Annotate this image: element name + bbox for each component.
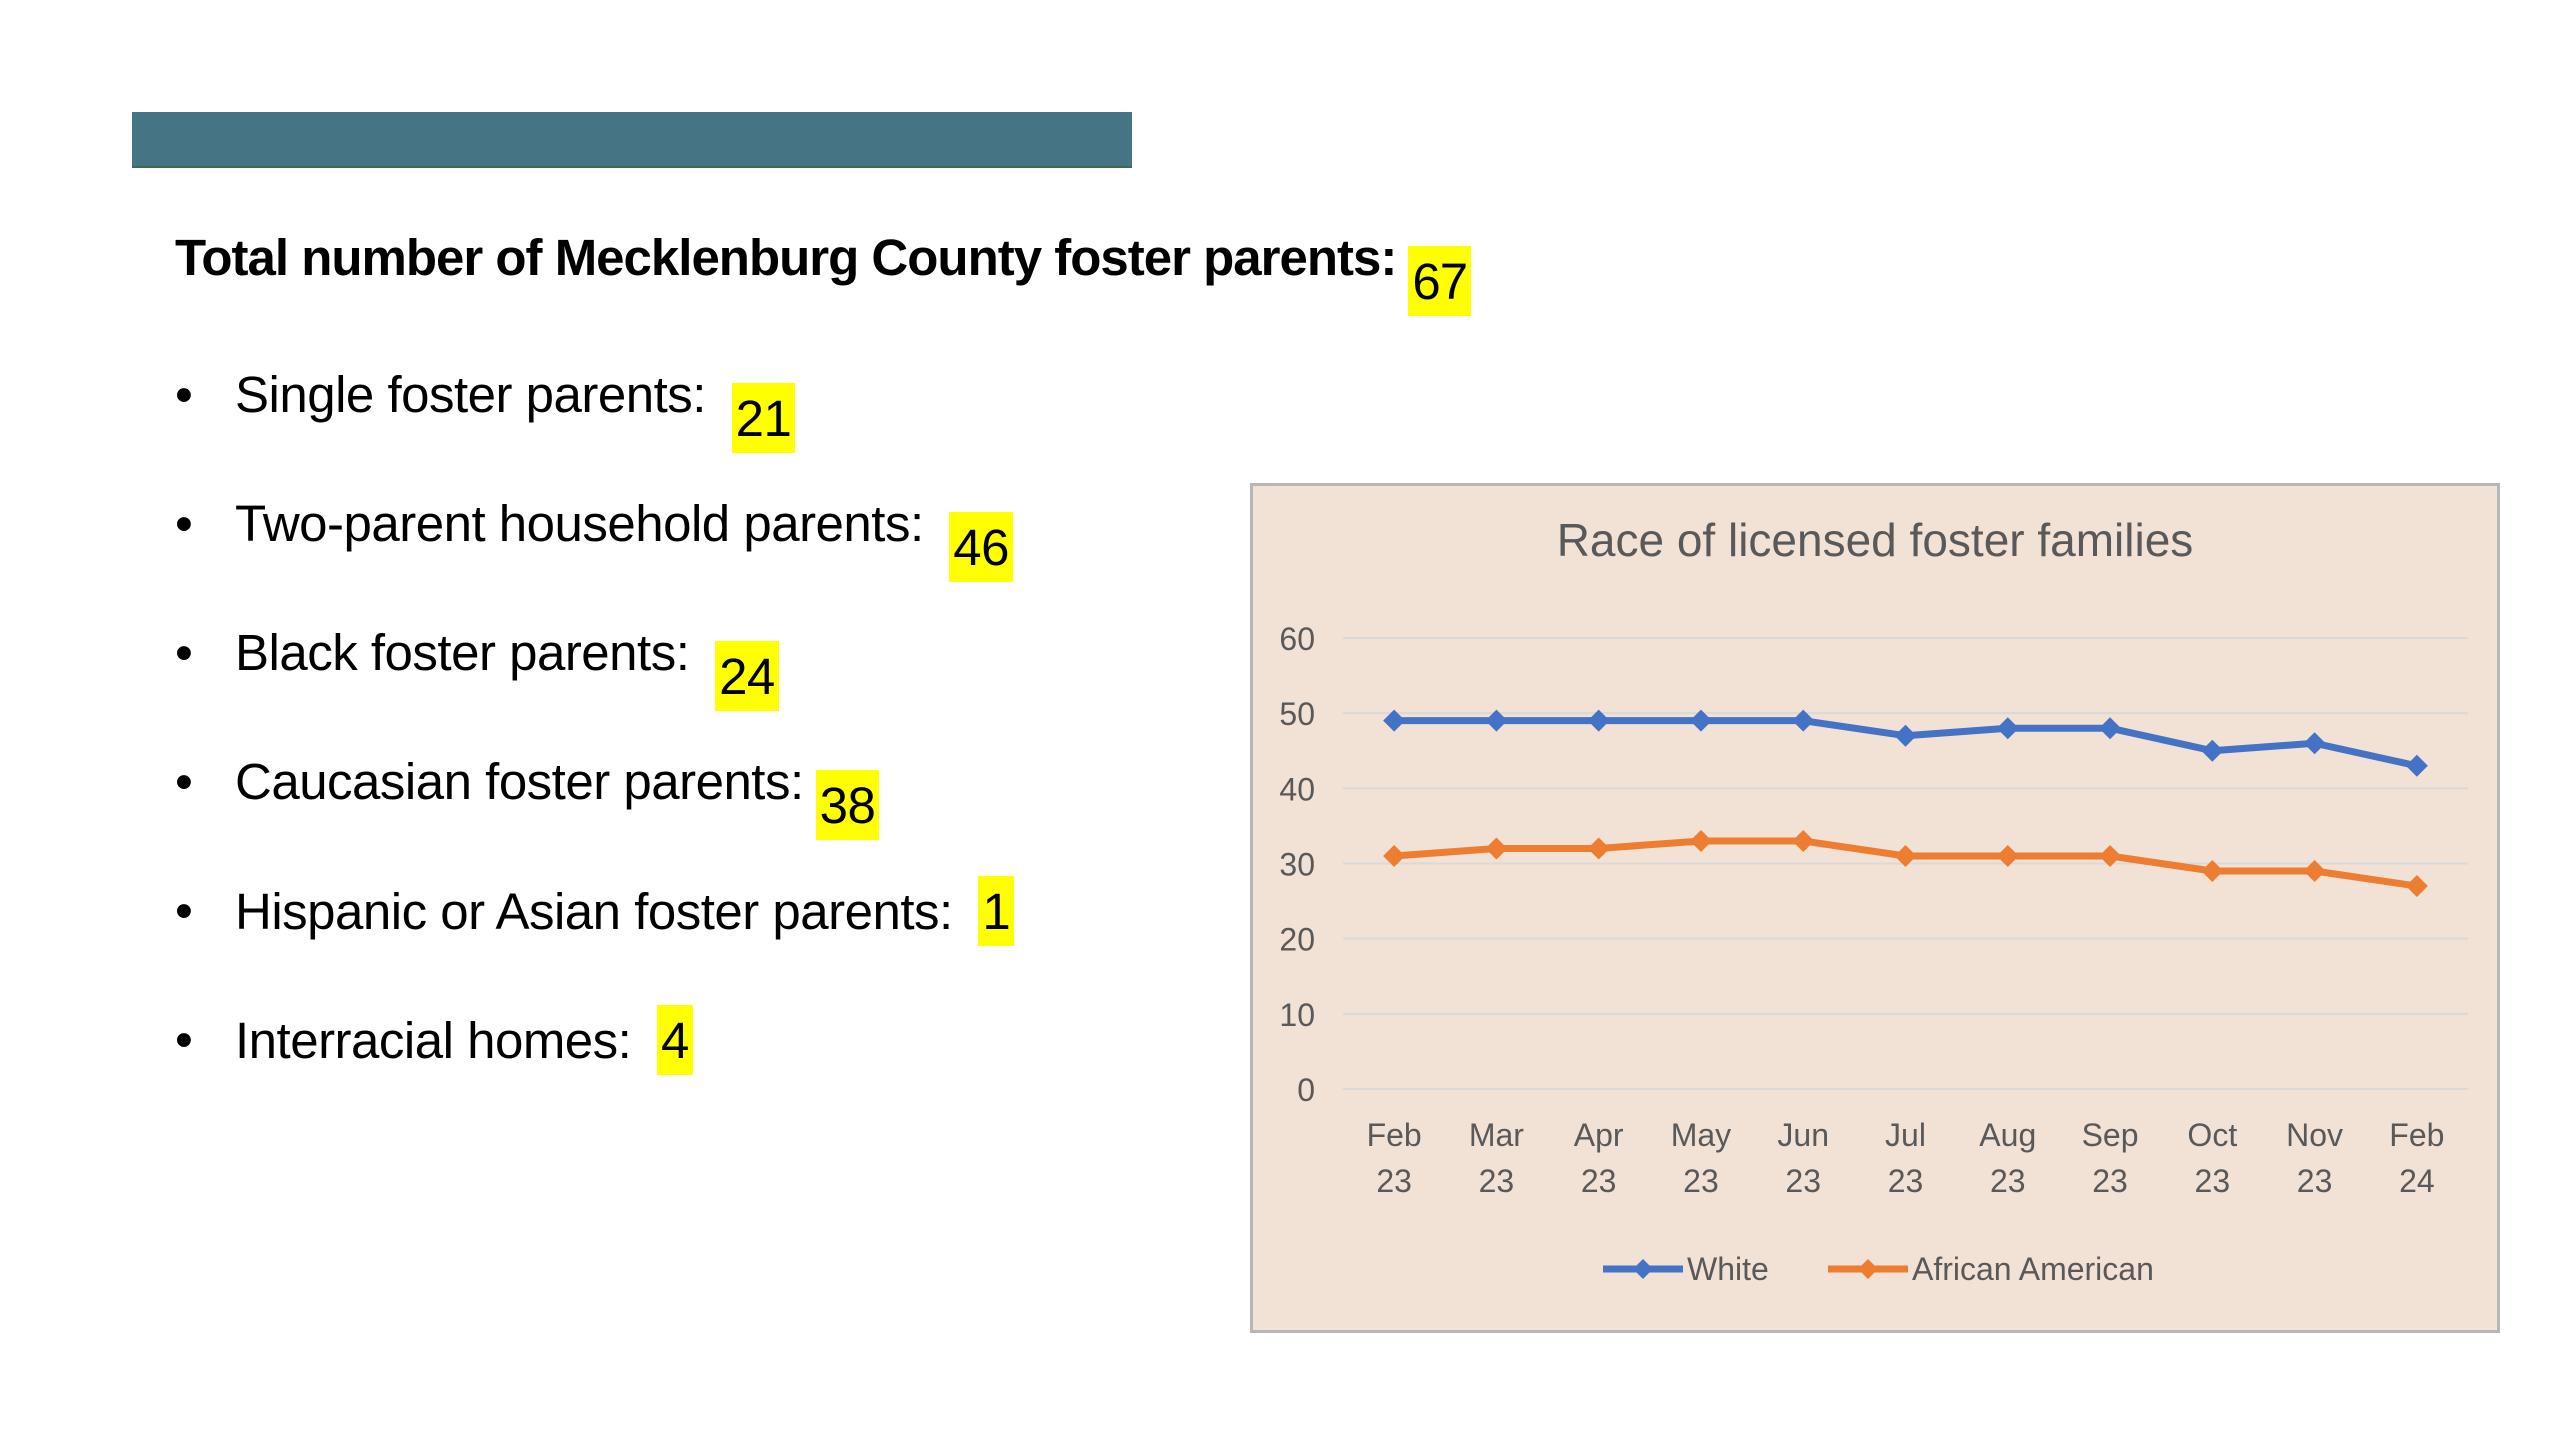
data-point — [2303, 860, 2326, 883]
stat-label: Black foster parents: — [235, 624, 690, 681]
bullet-icon: • — [175, 624, 193, 681]
legend-marker — [1858, 1259, 1878, 1279]
x-tick-label: 23 — [2092, 1163, 2128, 1199]
x-tick-label: 23 — [1683, 1163, 1719, 1199]
data-point — [1894, 724, 1917, 747]
x-tick-label: Apr — [1574, 1117, 1624, 1153]
stat-value: 46 — [949, 512, 1014, 582]
headline-value: 67 — [1408, 246, 1472, 316]
legend-marker — [1633, 1259, 1653, 1279]
y-tick-label: 10 — [1279, 997, 1315, 1033]
x-tick-label: 23 — [2195, 1163, 2231, 1199]
x-tick-label: Mar — [1469, 1117, 1524, 1153]
x-tick-label: 23 — [1990, 1163, 2026, 1199]
data-point — [1485, 709, 1508, 732]
headline-label: Total number of Mecklenburg County foste… — [175, 229, 1397, 286]
data-point — [2099, 844, 2122, 867]
y-tick-label: 40 — [1279, 771, 1315, 807]
data-point — [2201, 860, 2224, 883]
legend-label: White — [1687, 1251, 1769, 1287]
x-tick-label: Nov — [2286, 1117, 2343, 1153]
data-point — [1996, 844, 2019, 867]
data-point — [2303, 732, 2326, 755]
stat-label: Hispanic or Asian foster parents: — [235, 883, 953, 940]
data-point — [1587, 837, 1610, 860]
stat-value: 38 — [815, 770, 880, 840]
page-title: Total number of Mecklenburg County foste… — [175, 228, 1472, 316]
stat-value: 24 — [715, 641, 779, 711]
x-tick-label: 23 — [1376, 1163, 1412, 1199]
x-tick-label: Feb — [1367, 1117, 1422, 1153]
x-tick-label: 23 — [1479, 1163, 1515, 1199]
accent-bar — [132, 112, 1132, 168]
y-tick-label: 60 — [1279, 621, 1315, 657]
stat-value: 1 — [978, 876, 1015, 946]
stat-label: Caucasian foster parents: — [235, 753, 804, 810]
chart-canvas: Race of licensed foster families 0 10 20 30 4… — [1279, 514, 2468, 1287]
stat-label: Two-parent household parents: — [235, 495, 924, 552]
x-tick-label: Oct — [2187, 1117, 2237, 1153]
data-point — [2201, 739, 2224, 762]
data-point — [1383, 844, 1406, 867]
line-chart: Race of licensed foster families 0 10 20 30 4… — [1250, 483, 2500, 1333]
data-point — [1894, 844, 1917, 867]
data-point — [1689, 709, 1712, 732]
data-point — [1485, 837, 1508, 860]
legend-label: African American — [1912, 1251, 2154, 1287]
y-tick-label: 20 — [1279, 922, 1315, 958]
stat-value: 4 — [657, 1005, 693, 1075]
y-tick-label: 50 — [1279, 696, 1315, 732]
x-tick-label: Jun — [1777, 1117, 1829, 1153]
data-point — [2405, 875, 2428, 898]
x-tick-label: 23 — [1785, 1163, 1821, 1199]
data-point — [1587, 709, 1610, 732]
bullet-icon: • — [175, 882, 193, 939]
x-tick-label: May — [1671, 1117, 1731, 1153]
x-tick-label: 23 — [1581, 1163, 1617, 1199]
bullet-icon: • — [175, 1011, 193, 1068]
stat-label: Single foster parents: — [235, 366, 706, 423]
bullet-icon: • — [175, 495, 193, 552]
x-tick-label: 23 — [1888, 1163, 1924, 1199]
bullet-icon: • — [175, 753, 193, 810]
y-tick-label: 30 — [1279, 847, 1315, 883]
y-tick-label: 0 — [1297, 1072, 1315, 1108]
stat-label: Interracial homes: — [235, 1012, 632, 1069]
x-tick-label: Sep — [2082, 1117, 2139, 1153]
bullet-icon: • — [175, 366, 193, 423]
data-point — [2405, 754, 2428, 777]
chart-title: Race of licensed foster families — [1557, 514, 2194, 566]
data-point — [1996, 717, 2019, 740]
stat-value: 21 — [731, 383, 796, 453]
x-tick-label: 23 — [2297, 1163, 2333, 1199]
x-tick-label: Jul — [1885, 1117, 1926, 1153]
x-tick-label: 24 — [2399, 1163, 2435, 1199]
data-point — [1383, 709, 1406, 732]
data-point — [2099, 717, 2122, 740]
data-point — [1792, 709, 1815, 732]
data-point — [1792, 829, 1815, 852]
x-tick-label: Aug — [1979, 1117, 2036, 1153]
x-tick-label: Feb — [2389, 1117, 2444, 1153]
data-point — [1689, 829, 1712, 852]
